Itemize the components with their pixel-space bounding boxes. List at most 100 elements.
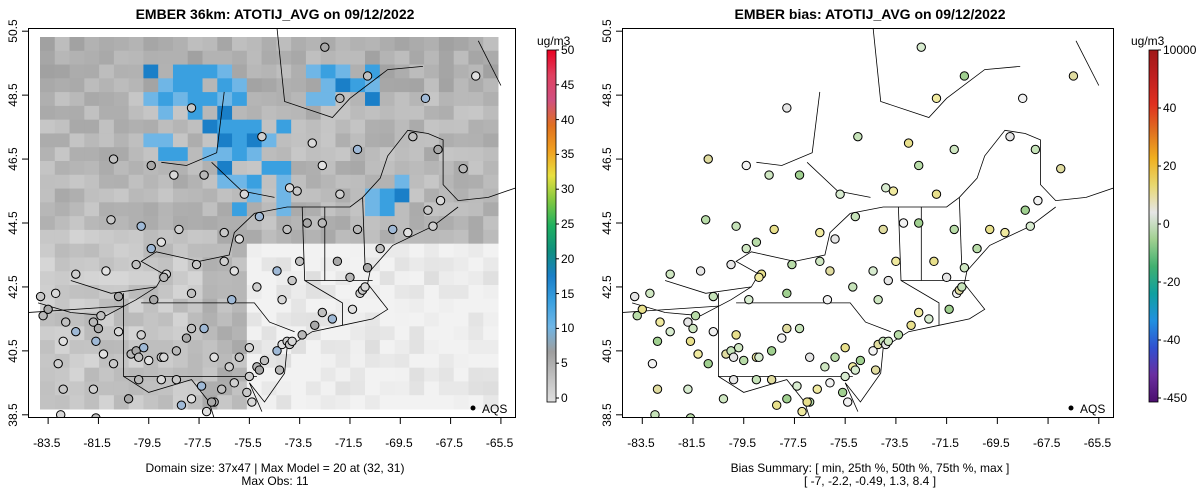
model-cell bbox=[276, 312, 292, 327]
model-cell bbox=[40, 395, 56, 410]
right-colorbar-unit: ug/m3 bbox=[1131, 34, 1165, 48]
model-cell bbox=[379, 202, 396, 217]
model-cell bbox=[172, 37, 189, 52]
aqs-site-point bbox=[133, 374, 144, 385]
model-cell bbox=[69, 229, 85, 245]
model-cell bbox=[172, 105, 189, 121]
right-x-tick: -79.5 bbox=[728, 436, 757, 450]
aqs-site-point bbox=[428, 221, 438, 231]
model-cell bbox=[261, 381, 277, 396]
model-cell bbox=[113, 161, 130, 176]
aqs-site-point bbox=[277, 295, 287, 305]
model-cell bbox=[40, 367, 56, 382]
model-cell bbox=[232, 133, 248, 148]
model-cell bbox=[468, 312, 484, 327]
right-x-tick: -77.5 bbox=[779, 436, 807, 450]
left-colorbar-tick-label: 15 bbox=[561, 286, 575, 301]
aqs-site-point bbox=[629, 291, 640, 302]
model-cell bbox=[187, 64, 204, 79]
model-cell bbox=[113, 37, 130, 52]
model-cell bbox=[305, 257, 322, 272]
model-cell bbox=[217, 133, 233, 148]
right-x-tick: -83.5 bbox=[627, 436, 655, 450]
model-cell bbox=[394, 326, 410, 341]
model-cell bbox=[69, 119, 85, 134]
model-cell bbox=[379, 92, 396, 107]
model-cell bbox=[394, 312, 410, 327]
aqs-site-point bbox=[693, 349, 703, 359]
model-cell bbox=[202, 133, 218, 148]
model-cell bbox=[232, 312, 248, 327]
model-cell bbox=[305, 326, 322, 341]
left-y-tick: 50.5 bbox=[6, 19, 20, 43]
model-cell bbox=[468, 340, 484, 355]
aqs-site-point bbox=[408, 131, 418, 142]
model-cell bbox=[305, 243, 322, 258]
model-cell bbox=[453, 92, 469, 107]
aqs-site-point bbox=[216, 384, 227, 394]
model-cell bbox=[202, 381, 218, 396]
aqs-site-point bbox=[199, 323, 209, 334]
model-cell bbox=[158, 188, 174, 203]
model-cell bbox=[394, 381, 410, 396]
model-cell bbox=[438, 78, 455, 93]
aqs-site-point bbox=[772, 400, 782, 410]
aqs-site-point bbox=[352, 144, 363, 155]
model-cell bbox=[143, 340, 159, 355]
model-cell bbox=[365, 326, 381, 341]
model-cell bbox=[143, 381, 159, 396]
model-cell bbox=[350, 119, 366, 134]
model-cell bbox=[335, 147, 351, 162]
model-cell bbox=[54, 216, 71, 231]
model-cell bbox=[335, 216, 351, 231]
model-cell bbox=[409, 298, 425, 314]
model-cell bbox=[143, 367, 159, 382]
model-cell bbox=[379, 326, 396, 341]
aqs-site-point bbox=[56, 410, 66, 417]
model-cell bbox=[232, 50, 248, 66]
aqs-site-point bbox=[941, 272, 952, 283]
model-cell bbox=[232, 105, 248, 121]
model-cell bbox=[69, 285, 85, 300]
model-cell bbox=[379, 312, 396, 327]
model-cell bbox=[84, 161, 100, 176]
model-cell bbox=[379, 174, 396, 190]
model-cell bbox=[261, 50, 277, 66]
aqs-site-point bbox=[916, 42, 926, 52]
model-cell bbox=[394, 353, 410, 369]
model-cell bbox=[438, 285, 455, 300]
model-cell bbox=[305, 37, 322, 52]
model-cell bbox=[187, 312, 204, 327]
model-cell bbox=[40, 161, 56, 176]
model-cell bbox=[409, 243, 425, 258]
model-cell bbox=[261, 161, 277, 176]
model-cell bbox=[276, 395, 292, 410]
model-cell bbox=[453, 37, 469, 52]
model-cell bbox=[335, 381, 351, 396]
aqs-site-point bbox=[792, 381, 802, 391]
model-cell bbox=[158, 381, 174, 396]
model-cell bbox=[40, 174, 56, 190]
model-cell bbox=[217, 50, 233, 66]
model-cell bbox=[394, 78, 410, 93]
model-cell bbox=[424, 326, 440, 341]
left-y-tick: 48.5 bbox=[6, 83, 20, 107]
aqs-site-point bbox=[209, 352, 219, 362]
boundary bbox=[718, 376, 810, 417]
model-cell bbox=[40, 64, 56, 79]
model-cell bbox=[128, 64, 144, 79]
model-cell bbox=[483, 119, 499, 134]
model-cell bbox=[365, 367, 381, 382]
model-cell bbox=[246, 271, 263, 286]
aqs-site-point bbox=[914, 307, 924, 318]
model-cell bbox=[128, 174, 144, 190]
model-cell bbox=[305, 271, 322, 286]
model-cell bbox=[394, 367, 410, 382]
model-cell bbox=[335, 37, 351, 52]
aqs-site-point bbox=[652, 336, 663, 346]
boundary bbox=[141, 302, 295, 333]
model-cell bbox=[365, 216, 381, 231]
model-cell bbox=[40, 105, 56, 121]
model-cell bbox=[409, 92, 425, 107]
model-cell bbox=[143, 133, 159, 148]
